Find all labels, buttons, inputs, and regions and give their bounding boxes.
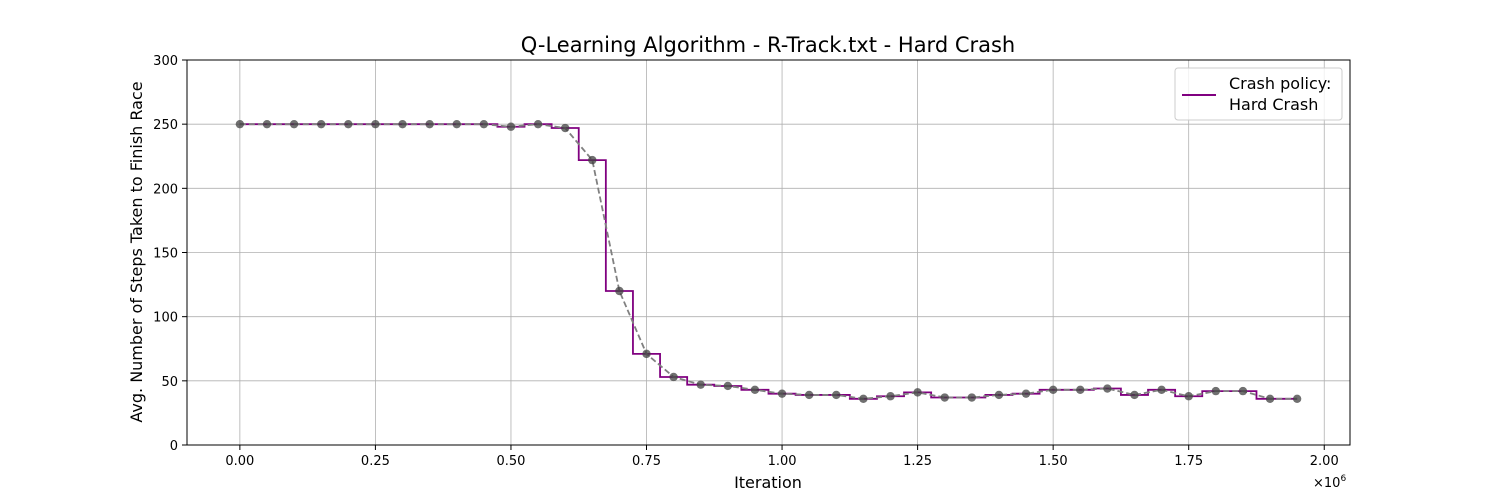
data-point-marker: [1265, 394, 1275, 403]
data-point-marker: [1157, 385, 1166, 395]
data-point-marker: [1292, 394, 1302, 403]
data-point-marker: [615, 286, 624, 296]
data-point-marker: [696, 380, 705, 389]
data-point-marker: [452, 119, 461, 129]
y-tick-label: 200: [153, 182, 178, 197]
data-point-marker: [1238, 386, 1248, 396]
plot-area: [235, 119, 1302, 403]
x-axis-ticks: 0.00 0.25 0.50 0.75 1.00 1.25 1.50 1.75 2.00: [225, 445, 1339, 469]
data-point-marker: [1076, 385, 1085, 395]
data-point-marker: [506, 122, 516, 131]
data-point-marker: [371, 119, 380, 129]
y-axis-label: Avg. Number of Steps Taken to Finish Rac…: [127, 81, 146, 422]
x-scale-base: ×10: [1313, 476, 1340, 491]
x-tick-label: 0.75: [632, 454, 661, 469]
y-tick-label: 150: [153, 247, 178, 262]
data-point-marker: [940, 393, 949, 402]
y-tick-label: 50: [161, 375, 178, 390]
x-tick-label: 0.25: [361, 454, 390, 469]
legend-label-line-1: Crash policy:: [1229, 74, 1331, 93]
data-point-marker: [533, 119, 543, 129]
data-point-marker: [1184, 392, 1193, 401]
data-point-marker: [479, 119, 489, 129]
chart-title: Q-Learning Algorithm - R-Track.txt - Har…: [521, 33, 1016, 57]
data-point-marker: [344, 119, 353, 129]
data-point-marker: [1048, 385, 1058, 395]
x-tick-label: 1.00: [768, 454, 797, 469]
data-point-marker: [642, 349, 651, 359]
data-point-marker: [1211, 386, 1221, 396]
data-point-marker: [560, 123, 570, 133]
x-tick-label: 1.25: [903, 454, 932, 469]
data-point-marker: [289, 119, 299, 129]
x-axis-scale-label: ×106: [1313, 474, 1346, 491]
y-axis-ticks: 0 50 100 150 200 250 300: [153, 54, 187, 454]
data-point-marker: [750, 385, 760, 395]
legend: Crash policy: Hard Crash: [1174, 67, 1343, 121]
x-tick-label: 0.00: [225, 454, 254, 469]
series-step-line: [239, 123, 1298, 400]
data-point-marker: [804, 390, 814, 400]
data-point-marker: [913, 388, 922, 397]
data-point-marker: [262, 119, 272, 129]
data-point-marker: [588, 155, 597, 165]
x-tick-label: 1.75: [1174, 454, 1203, 469]
data-point-marker: [967, 393, 977, 402]
data-point-marker: [316, 119, 326, 129]
series-dashed-line: [239, 123, 1298, 400]
data-point-marker: [723, 381, 733, 391]
y-tick-label: 0: [170, 439, 178, 454]
x-tick-label: 1.50: [1039, 454, 1068, 469]
data-point-marker: [235, 119, 245, 129]
data-point-marker: [886, 392, 895, 401]
x-scale-exponent: 6: [1340, 474, 1346, 484]
y-tick-label: 250: [153, 118, 178, 133]
y-tick-label: 100: [153, 311, 178, 326]
data-point-marker: [398, 119, 407, 129]
data-point-marker: [1103, 384, 1112, 393]
x-tick-label: 2.00: [1310, 454, 1339, 469]
data-point-marker: [832, 390, 841, 400]
legend-label-line-2: Hard Crash: [1229, 95, 1318, 114]
x-axis-label: Iteration: [734, 473, 802, 492]
data-point-marker: [669, 372, 678, 382]
data-point-marker: [1130, 390, 1139, 400]
y-tick-label: 300: [153, 54, 178, 69]
data-point-marker: [425, 119, 434, 129]
data-point-marker: [1021, 389, 1031, 398]
data-point-marker: [859, 394, 868, 403]
data-point-marker: [994, 390, 1004, 400]
legend-box: [1174, 67, 1343, 121]
x-tick-label: 0.50: [496, 454, 525, 469]
data-point-marker: [777, 389, 787, 398]
